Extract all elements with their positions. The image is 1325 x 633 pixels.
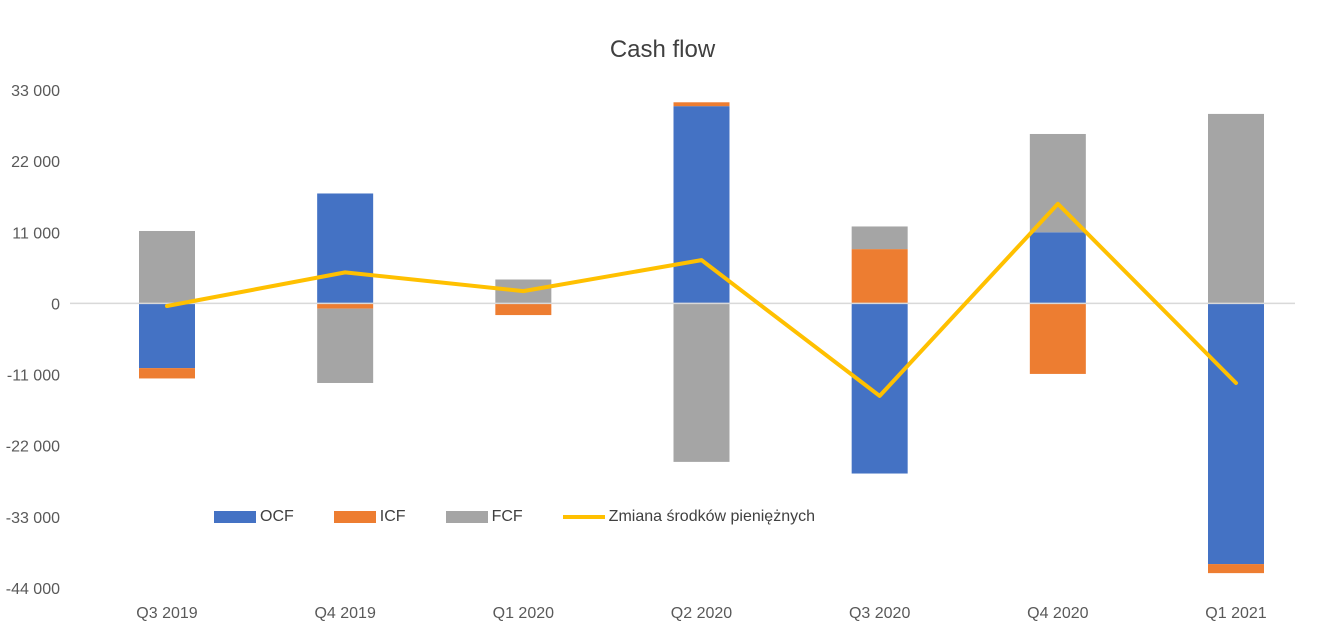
bar-icf-5: [1029, 303, 1086, 374]
legend-label-cash-change: Zmiana środków pieniężnych: [608, 508, 815, 525]
chart-title: Cash flow: [609, 36, 716, 63]
bar-icf-4: [851, 249, 908, 304]
bar-icf-1: [317, 303, 374, 309]
bar-icf-3: [673, 102, 730, 107]
x-tick-label: Q4 2020: [1027, 605, 1088, 622]
x-tick-label: Q3 2020: [849, 605, 910, 622]
bar-ocf-5: [1029, 232, 1086, 304]
bar-icf-2: [495, 303, 552, 316]
y-tick-label: 22 000: [11, 154, 60, 171]
y-tick-label: 33 000: [11, 83, 60, 100]
legend-swatch-fcf: [445, 511, 488, 523]
bar-fcf-0: [139, 230, 195, 304]
x-tick-label: Q2 2020: [671, 605, 732, 622]
y-tick-label: 0: [51, 296, 60, 313]
legend: OCF ICF FCF Zmiana środków pieniężnych: [214, 506, 855, 528]
y-tick-label: -44 000: [6, 581, 60, 598]
y-tick-label: -11 000: [7, 368, 60, 385]
y-tick-label: -33 000: [6, 510, 60, 527]
legend-swatch-cash-change: [562, 515, 605, 519]
bar-fcf-6: [1208, 113, 1264, 304]
bar-icf-6: [1208, 564, 1264, 574]
bar-ocf-1: [317, 193, 374, 304]
x-tick-label: Q1 2020: [493, 605, 554, 622]
legend-item-icf: ICF: [333, 508, 406, 526]
bar-ocf-4: [851, 303, 908, 474]
bar-fcf-5: [1029, 133, 1086, 233]
legend-swatch-icf: [333, 511, 376, 523]
legend-label-fcf: FCF: [491, 508, 523, 525]
x-tick-label: Q1 2021: [1205, 605, 1266, 622]
bar-ocf-6: [1208, 303, 1264, 565]
bar-ocf-3: [673, 106, 730, 304]
legend-swatch-ocf: [214, 511, 256, 523]
legend-item-fcf: FCF: [445, 508, 523, 526]
bar-icf-0: [139, 368, 195, 379]
legend-label-icf: ICF: [379, 508, 406, 525]
x-tick-label: Q3 2019: [136, 605, 197, 622]
bar-fcf-1: [317, 308, 374, 383]
bar-fcf-4: [851, 226, 908, 250]
x-tick-label: Q4 2019: [314, 605, 375, 622]
legend-item-ocf: OCF: [214, 508, 294, 526]
bar-fcf-3: [673, 303, 730, 462]
bar-ocf-0: [139, 303, 195, 369]
legend-item-cash-change: Zmiana środków pieniężnych: [562, 508, 815, 526]
y-tick-label: 11 000: [12, 225, 60, 242]
y-tick-label: -22 000: [6, 439, 60, 456]
legend-label-ocf: OCF: [260, 508, 294, 525]
